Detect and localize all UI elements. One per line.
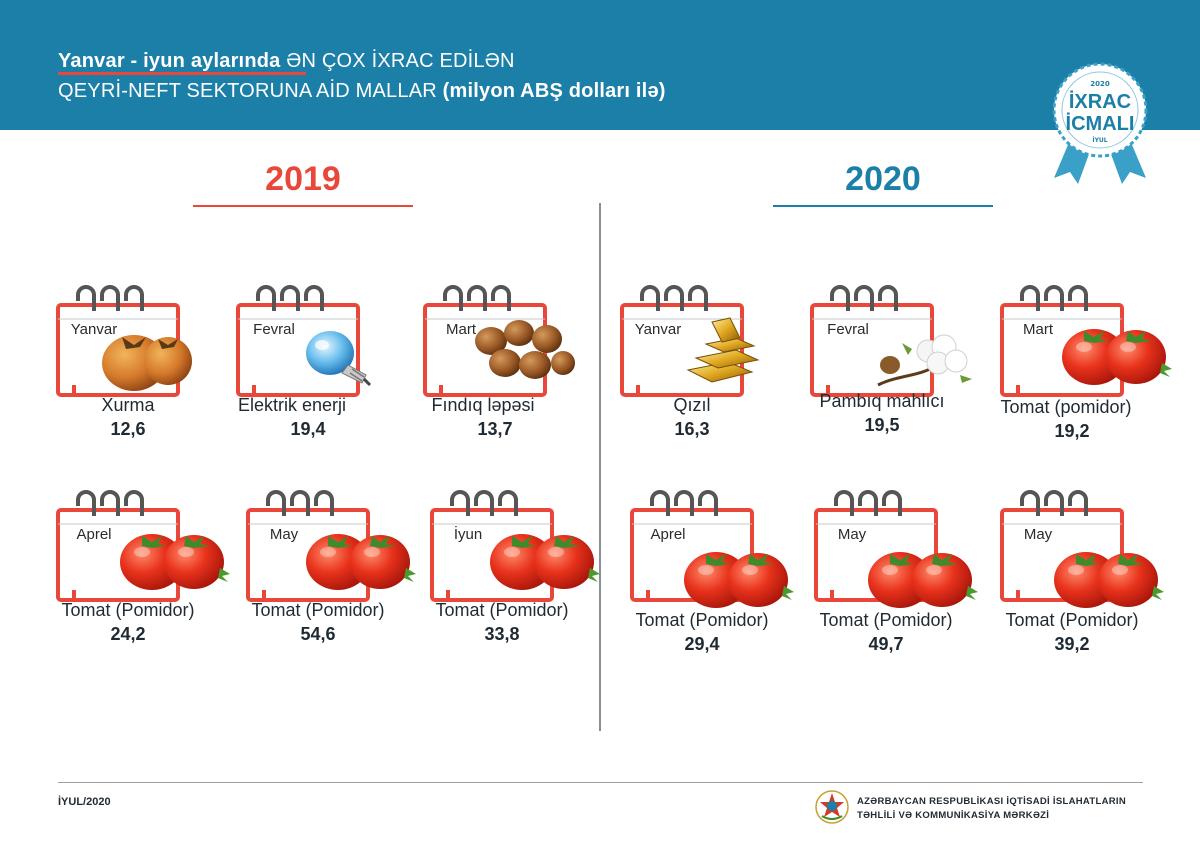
- tomato-icon: [112, 524, 232, 594]
- tomato-icon: [1046, 542, 1166, 612]
- page-title: Yanvar - iyun aylarında ƏN ÇOX İXRAC EDİ…: [58, 50, 515, 72]
- org-line-2: TƏHLİLİ VƏ KOMMUNİKASİYA MƏRKƏZİ: [857, 810, 1050, 821]
- card-2019-fevral: Fevral Elektrik enerji 19,4: [218, 285, 398, 455]
- card-2019-yanvar: Yanvar Xurma 12,6: [38, 285, 218, 455]
- azerbaijan-emblem-icon: [815, 790, 849, 824]
- card-2020-mart: Mart Tomat (pomidor) 19,2: [982, 285, 1162, 455]
- gold-bars-icon: [678, 309, 778, 389]
- badge-year: 2020: [1090, 80, 1110, 88]
- card-month: May: [1023, 526, 1053, 543]
- tomato-icon: [482, 524, 602, 594]
- footer-date: İYUL/2020: [58, 796, 111, 808]
- card-product-name: Tomat (Pomidor): [251, 600, 385, 620]
- card-2020-fevral: Fevral Pambıq mahlıcı 19,5: [792, 285, 972, 455]
- organization-name: AZƏRBAYCAN RESPUBLİKASI İQTİSADİ İSLAHAT…: [857, 795, 1126, 823]
- card-2020-may-2: May Tomat (Pomidor) 39,2: [982, 490, 1162, 660]
- card-value: 19,5: [864, 415, 900, 435]
- light-bulb-icon: [292, 321, 392, 391]
- column-divider: [599, 203, 601, 731]
- year-2020-underline: [773, 205, 993, 207]
- tomato-icon: [1054, 319, 1174, 389]
- card-product-name: Elektrik enerji: [237, 395, 347, 415]
- badge-line1: İXRAC: [1069, 90, 1131, 113]
- tomato-icon: [298, 524, 418, 594]
- card-product-name: Tomat (Pomidor): [635, 610, 769, 630]
- tomato-icon: [676, 542, 796, 612]
- card-month: Aprel: [650, 526, 686, 543]
- card-month: Aprel: [76, 526, 112, 543]
- footer-divider: [58, 782, 1143, 783]
- org-line-1: AZƏRBAYCAN RESPUBLİKASI İQTİSADİ İSLAHAT…: [857, 796, 1126, 807]
- persimmon-icon: [98, 325, 198, 395]
- card-month: May: [837, 526, 867, 543]
- card-month: Fevral: [253, 321, 295, 338]
- badge-month: İYUL: [1092, 137, 1107, 144]
- card-2019-may: May Tomat (Pomidor) 54,6: [228, 490, 408, 660]
- card-2020-yanvar: Yanvar Qızıl 16,3: [602, 285, 782, 455]
- header-banner: Yanvar - iyun aylarında ƏN ÇOX İXRAC EDİ…: [0, 0, 1200, 130]
- card-value: 12,6: [110, 419, 146, 439]
- ixrac-icmali-badge-icon: 2020 İXRAC İCMALI İYUL: [1052, 62, 1148, 184]
- card-value: 39,2: [1054, 634, 1090, 654]
- card-product-name: Tomat (Pomidor): [1005, 610, 1139, 630]
- card-month: Mart: [446, 321, 476, 338]
- card-product-name: Tomat (Pomidor): [435, 600, 569, 620]
- year-2019-underline: [193, 205, 413, 207]
- title-underline: [58, 72, 306, 75]
- year-2019-heading: 2019: [265, 160, 341, 198]
- page-subtitle: QEYRİ-NEFT SEKTORUNA AİD MALLAR (milyon …: [58, 80, 666, 102]
- tomato-icon: [860, 542, 980, 612]
- card-value: 29,4: [684, 634, 720, 654]
- card-value: 49,7: [868, 634, 904, 654]
- hazelnut-icon: [467, 315, 577, 385]
- card-month: May: [269, 526, 299, 543]
- card-month: Yanvar: [634, 321, 682, 338]
- card-2019-aprel: Aprel Tomat (Pomidor) 24,2: [38, 490, 218, 660]
- card-2020-aprel: Aprel Tomat (Pomidor) 29,4: [612, 490, 792, 660]
- card-2019-mart: Mart Fındıq ləpəsi 13,7: [405, 285, 585, 455]
- card-value: 19,4: [290, 419, 326, 439]
- badge-line2: İCMALI: [1066, 112, 1135, 135]
- card-2020-may: May Tomat (Pomidor) 49,7: [796, 490, 976, 660]
- card-product-name: Qızıl: [673, 395, 711, 415]
- card-product-name: Tomat (Pomidor): [61, 600, 195, 620]
- card-value: 13,7: [477, 419, 513, 439]
- card-value: 16,3: [674, 419, 710, 439]
- card-value: 54,6: [300, 624, 336, 644]
- card-month: Fevral: [827, 321, 869, 338]
- card-value: 33,8: [484, 624, 520, 644]
- card-2019-iyun: İyun Tomat (Pomidor) 33,8: [412, 490, 592, 660]
- year-2020-heading: 2020: [845, 160, 921, 198]
- card-month: İyun: [453, 526, 483, 543]
- card-value: 24,2: [110, 624, 146, 644]
- card-product-name: Tomat (Pomidor): [819, 610, 953, 630]
- card-value: 19,2: [1054, 421, 1090, 441]
- card-product-name: Fındıq ləpəsi: [431, 395, 535, 415]
- cotton-icon: [868, 325, 978, 395]
- card-month: Mart: [1023, 321, 1053, 338]
- card-product-name: Tomat (pomidor): [1000, 397, 1132, 417]
- card-month: Yanvar: [70, 321, 118, 338]
- card-product-name: Xurma: [101, 395, 155, 415]
- card-product-name: Pambıq mahlıcı: [819, 391, 945, 411]
